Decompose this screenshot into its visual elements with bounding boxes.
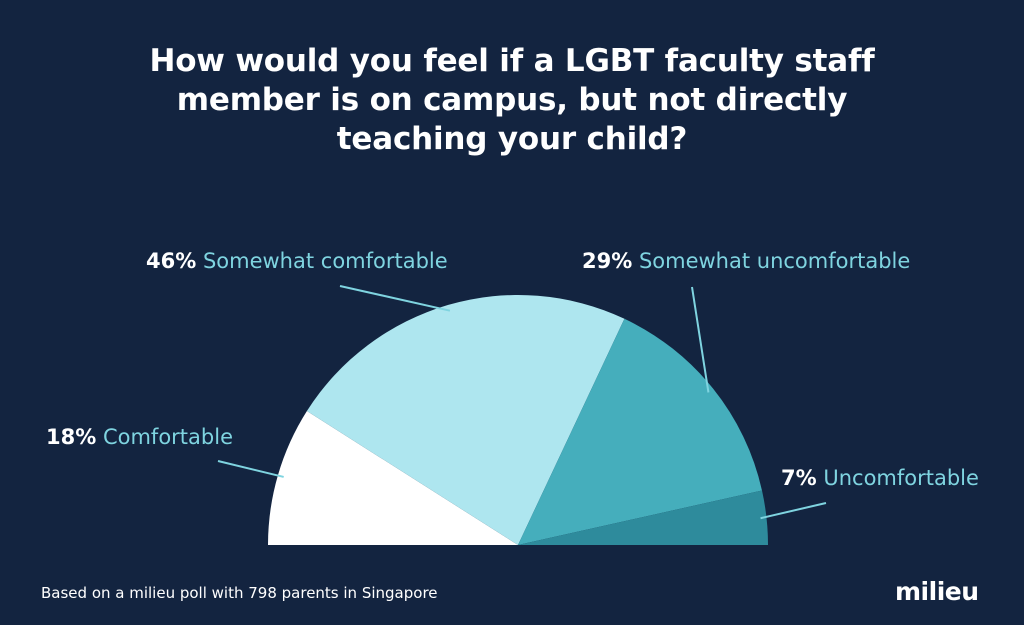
brand-logo: milieu bbox=[895, 577, 979, 606]
slice-value-somewhat-uncomfortable: 29% bbox=[582, 249, 632, 273]
leader-line-comfortable bbox=[217, 460, 284, 478]
slice-label-comfortable: 18% Comfortable bbox=[46, 425, 233, 449]
slice-value-uncomfortable: 7% bbox=[781, 466, 817, 490]
slice-text-uncomfortable: Uncomfortable bbox=[823, 466, 979, 490]
leader-lines bbox=[217, 285, 827, 520]
pie-slice-somewhat-comfortable bbox=[306, 294, 625, 545]
slice-label-somewhat-comfortable: 46% Somewhat comfortable bbox=[146, 249, 448, 273]
slice-value-comfortable: 18% bbox=[46, 425, 96, 449]
leader-line-somewhat-comfortable bbox=[339, 285, 451, 312]
pie-slice-uncomfortable bbox=[518, 490, 769, 545]
slice-label-uncomfortable: 7% Uncomfortable bbox=[781, 466, 979, 490]
pie-slice-somewhat-uncomfortable bbox=[518, 318, 762, 545]
slice-text-somewhat-uncomfortable: Somewhat uncomfortable bbox=[639, 249, 910, 273]
slice-text-somewhat-comfortable: Somewhat comfortable bbox=[203, 249, 448, 273]
pie-slices bbox=[268, 294, 769, 545]
chart-title: How would you feel if a LGBT faculty sta… bbox=[149, 43, 875, 157]
footer-note: Based on a milieu poll with 798 parents … bbox=[41, 584, 438, 602]
leader-line-somewhat-uncomfortable bbox=[691, 286, 710, 393]
pie-slice-comfortable bbox=[268, 411, 518, 545]
slice-value-somewhat-comfortable: 46% bbox=[146, 249, 196, 273]
leader-line-uncomfortable bbox=[760, 502, 827, 520]
slice-text-comfortable: Comfortable bbox=[103, 425, 233, 449]
slice-label-somewhat-uncomfortable: 29% Somewhat uncomfortable bbox=[582, 249, 910, 273]
